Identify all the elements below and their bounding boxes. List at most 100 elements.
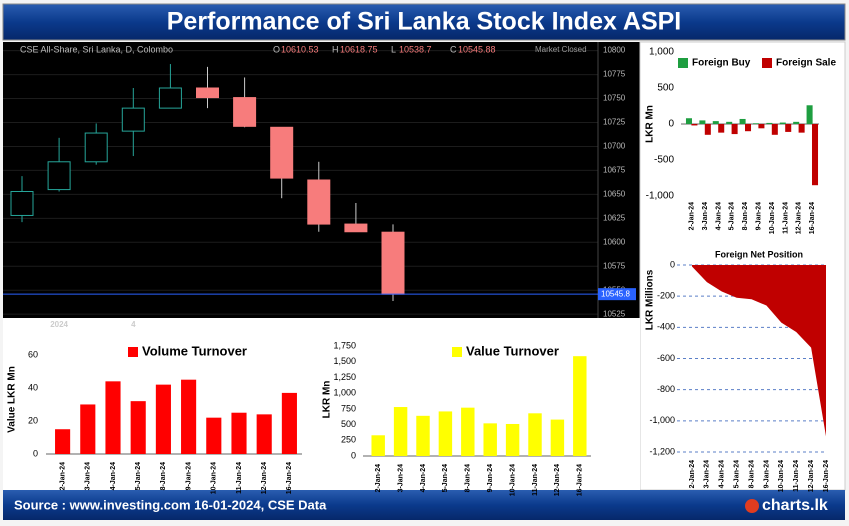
y-tick-label: 250: [341, 435, 356, 445]
y-tick-label: 1,500: [333, 356, 356, 366]
y-tick-label: 1,000: [333, 388, 356, 398]
x-tick-label: 9-Jan-24: [756, 202, 763, 231]
x-tick-label: 16-Jan-24: [286, 462, 293, 494]
bar: [731, 124, 738, 135]
bar: [758, 124, 765, 129]
y-tick-label: 10600: [603, 237, 626, 246]
bar: [483, 423, 497, 456]
bar: [771, 124, 778, 135]
y-tick-label: 10675: [603, 166, 626, 175]
legend-label: Foreign Sale: [776, 58, 836, 69]
x-tick-label: 5-Jan-24: [734, 460, 741, 489]
y-tick-label: 1,250: [333, 372, 356, 382]
legend-swatch: [128, 347, 138, 357]
y-tick-label: 0: [670, 259, 675, 269]
candle-body: [158, 87, 182, 109]
bar: [766, 122, 773, 124]
candle-body: [121, 107, 145, 132]
bar: [505, 423, 520, 456]
bar: [416, 415, 430, 456]
bar: [80, 404, 96, 454]
ohlc-letter: C: [450, 44, 457, 54]
market-status: Market Closed: [535, 45, 587, 54]
legend-label: Foreign Buy: [692, 58, 751, 69]
footer-bar: [3, 490, 845, 520]
x-tick-label: 12-Jan-24: [808, 460, 815, 492]
x-tick-label: 2-Jan-24: [59, 462, 66, 491]
bar: [550, 419, 565, 456]
x-tick-label: 3-Jan-24: [704, 460, 711, 489]
bar: [206, 417, 222, 454]
x-tick-label: 9-Jan-24: [763, 460, 770, 489]
y-tick-label: 0: [351, 450, 356, 460]
y-tick-label: 10750: [603, 94, 626, 103]
y-tick-label: 60: [28, 349, 38, 359]
x-tick-label: 12-Jan-24: [796, 202, 803, 234]
y-tick-label: -1,000: [646, 191, 675, 202]
y-tick-label: -800: [657, 384, 675, 394]
y-tick-label: 0: [33, 448, 38, 458]
bar: [793, 121, 800, 124]
x-tick-label: 10-Jan-24: [509, 464, 516, 496]
y-tick-label: -1,000: [649, 415, 675, 425]
y-axis-label: Value LKR Mn: [7, 366, 18, 433]
x-tick-label: 9-Jan-24: [185, 462, 192, 491]
bar: [461, 407, 475, 456]
candle-body: [84, 132, 108, 163]
legend-label: Volume Turnover: [142, 343, 247, 358]
y-tick-label: -600: [657, 353, 675, 363]
candle-body: [10, 191, 34, 216]
y-tick-label: 10775: [603, 70, 626, 79]
bar: [105, 381, 121, 454]
x-tick-label: 8-Jan-24: [160, 462, 167, 491]
bar: [55, 429, 71, 454]
candle-body: [233, 97, 257, 127]
y-tick-label: 1,000: [649, 47, 674, 58]
bar: [699, 120, 706, 124]
chart-title: Foreign Net Position: [715, 249, 803, 259]
bar: [744, 124, 752, 132]
y-tick-label: 10700: [603, 142, 626, 151]
x-tick-label: 10-Jan-24: [211, 462, 218, 494]
logo: charts.lk: [762, 497, 828, 514]
candle-body: [47, 161, 71, 191]
bar: [785, 124, 792, 132]
bar: [704, 124, 711, 135]
y-tick-label: 500: [341, 419, 356, 429]
price-tag: [598, 288, 636, 301]
bar: [181, 379, 197, 454]
y-tick-label: 10725: [603, 118, 626, 127]
y-tick-label: 1,750: [333, 341, 356, 351]
title-banner: [2, 3, 846, 41]
x-tick-label: 4-Jan-24: [420, 464, 427, 493]
x-tick-label: 3-Jan-24: [702, 202, 709, 231]
x-tick-label: 16-Jan-24: [577, 464, 584, 496]
ohlc-value: 10538.7: [399, 44, 432, 54]
y-tick-label: -1,200: [649, 446, 675, 456]
x-tick-label: 5-Jan-24: [135, 462, 142, 491]
bar: [573, 356, 587, 456]
x-tick-label: 16-Jan-24: [823, 460, 830, 492]
y-tick-label: 10650: [603, 189, 626, 198]
x-tick-label: 2-Jan-24: [689, 460, 696, 489]
candle-body: [344, 223, 368, 233]
bar: [718, 124, 725, 133]
y-axis-label: LKR Millions: [645, 269, 656, 330]
ohlc-value: 10545.88: [458, 44, 496, 54]
y-axis-label: LKR Mn: [322, 381, 333, 419]
x-tick-label: 3-Jan-24: [85, 462, 92, 491]
ohlc-value: 10618.75: [340, 44, 378, 54]
y-tick-label: 10575: [603, 261, 626, 270]
bar: [739, 118, 746, 124]
y-tick-label: 20: [28, 415, 38, 425]
area: [692, 265, 826, 437]
bar: [231, 412, 247, 454]
bar: [685, 118, 693, 124]
legend-swatch: [762, 58, 772, 68]
title: Performance of Sri Lanka Stock Index ASP…: [167, 8, 682, 36]
symbol: CSE All-Share, Sri Lanka, D, Colombo: [20, 44, 173, 54]
y-tick-label: 0: [668, 119, 674, 130]
y-axis-label: LKR Mn: [645, 105, 656, 143]
legend-label: Value Turnover: [466, 343, 559, 358]
